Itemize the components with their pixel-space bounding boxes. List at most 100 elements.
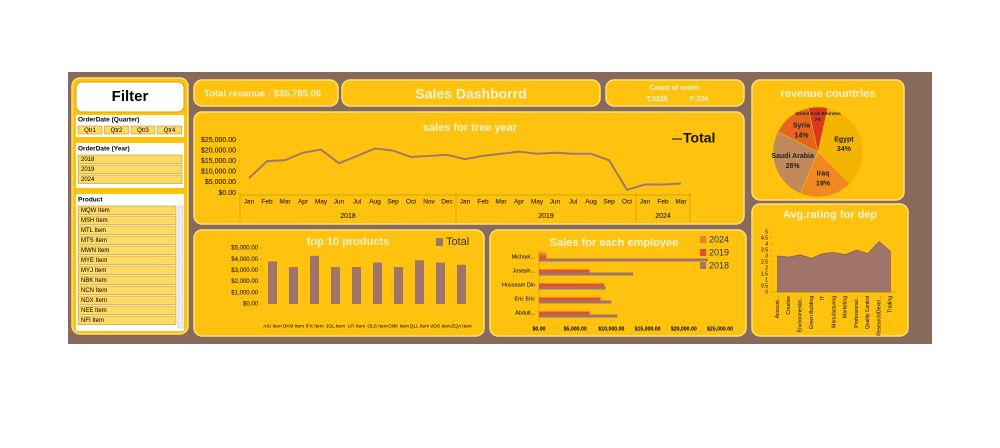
quarter-button[interactable]	[77, 125, 103, 135]
x-group-label: 2024	[655, 213, 671, 220]
bar	[539, 255, 547, 259]
x-tick-label: Trading	[888, 296, 894, 313]
x-tick-label: Jun	[550, 199, 561, 206]
quarter-button[interactable]	[104, 125, 129, 135]
y-tick-label: Eric Eric	[515, 296, 536, 302]
product-button-label: NDX Item	[81, 298, 107, 304]
kpi-revenue: Total revanue : $35,785.00	[204, 89, 321, 100]
x-tick-label: DKM Item	[283, 323, 304, 329]
x-tick-label: IFX Item	[305, 323, 323, 329]
year-button[interactable]	[77, 154, 183, 164]
pie-value-label: 14%	[794, 132, 809, 139]
product-button-label: MSH Item	[81, 218, 108, 224]
bar	[289, 267, 298, 304]
pie-slice	[817, 107, 864, 185]
y-tick-label: $5,000.00	[231, 246, 258, 252]
y-tick-label: 3	[765, 253, 768, 259]
product-button[interactable]	[77, 265, 177, 275]
product-button[interactable]	[77, 305, 177, 315]
y-tick-label: Joseph...	[513, 268, 536, 274]
product-button-label: NBK Item	[81, 278, 107, 284]
y-tick-label: Abdull...	[515, 310, 535, 316]
kpi-orders-label: Count of order:	[650, 85, 701, 92]
x-tick-label: Aug	[585, 199, 597, 206]
product-button-label: MWN Item	[81, 248, 109, 254]
product-button[interactable]	[77, 245, 177, 255]
chart-title: Avg.rating for dep	[783, 209, 878, 221]
year-button-label: 2018	[81, 157, 95, 163]
product-button[interactable]	[77, 215, 177, 225]
product-button[interactable]	[77, 255, 177, 265]
pie-value-label: 26%	[786, 163, 801, 170]
bar	[539, 258, 708, 262]
product-button[interactable]	[77, 235, 177, 245]
slicer-label: OrderDate (Year)	[78, 146, 130, 153]
product-button[interactable]	[77, 315, 177, 325]
filter-title: Filter	[112, 88, 149, 105]
kpi-orders-box	[605, 79, 745, 107]
legend-swatch	[700, 249, 706, 256]
y-tick-label: 3.5	[761, 247, 768, 253]
scrollbar[interactable]	[177, 205, 184, 329]
x-tick-label: Jan	[640, 199, 651, 206]
pie-slice	[799, 151, 851, 198]
pie-category-label: Saudi Arabia	[771, 153, 814, 160]
bar	[539, 252, 547, 256]
product-button[interactable]	[77, 275, 177, 285]
chart-title: Sales for each employee	[550, 237, 678, 249]
x-tick-label: Jun	[334, 199, 345, 206]
y-tick-label: 4	[765, 241, 768, 247]
x-tick-label: May	[315, 199, 328, 206]
x-tick-label: Mar	[675, 199, 687, 206]
product-button[interactable]	[77, 285, 177, 295]
x-tick-label: Apr	[514, 199, 525, 206]
y-tick-label: $3,000.00	[231, 268, 258, 274]
product-button[interactable]	[77, 295, 177, 305]
x-tick-label: $0.00	[533, 326, 546, 332]
bar	[539, 311, 590, 315]
y-tick-label: 2.5	[761, 259, 768, 265]
bar	[539, 300, 612, 304]
product-button-label: MYJ Item	[81, 268, 106, 274]
bar	[539, 314, 618, 318]
bar	[310, 255, 319, 304]
quarter-button-label: Qtr1	[84, 128, 96, 134]
kpi-orders-t: T:3238	[646, 96, 668, 103]
x-tick-label: LFI Item	[348, 323, 366, 329]
year-button[interactable]	[77, 174, 183, 184]
bar	[539, 286, 606, 290]
year-button[interactable]	[77, 164, 183, 174]
pie-category-label: United Arab Emirates	[795, 111, 841, 116]
chart-title: revenue countries	[781, 88, 876, 100]
pie-category-label: Syria	[793, 123, 810, 130]
product-button[interactable]	[77, 205, 177, 215]
y-tick-label: $25,000.00	[201, 137, 236, 144]
legend-swatch	[700, 262, 706, 269]
slicer-label: OrderDate (Quarter)	[78, 117, 139, 124]
y-tick-label: Michael...	[511, 254, 535, 260]
x-tick-label: Aug	[369, 199, 381, 206]
pie-category-label: Iraq	[817, 170, 830, 177]
x-tick-label: Feb	[657, 199, 669, 206]
x-tick-label: Jul	[569, 199, 578, 206]
product-button-label: NEE Item	[81, 308, 107, 314]
slicer-label: Product	[78, 197, 103, 204]
x-tick-label: QLL Item	[410, 323, 430, 329]
line-chart-panel	[193, 111, 745, 225]
bar	[331, 267, 340, 304]
x-tick-label: Dec	[441, 199, 453, 206]
x-tick-label: Marketing	[843, 296, 849, 318]
x-tick-label: Oct	[406, 199, 416, 206]
area-series	[777, 241, 891, 293]
quarter-button[interactable]	[130, 125, 156, 135]
x-tick-label: Manufacturing	[831, 296, 837, 328]
hbar-chart-panel	[489, 229, 747, 337]
filter-title-box	[75, 81, 185, 113]
legend-label: 2018	[709, 260, 729, 270]
product-button[interactable]	[77, 225, 177, 235]
kpi-revenue-box	[193, 79, 339, 107]
bar	[268, 261, 277, 304]
quarter-button[interactable]	[157, 125, 182, 135]
